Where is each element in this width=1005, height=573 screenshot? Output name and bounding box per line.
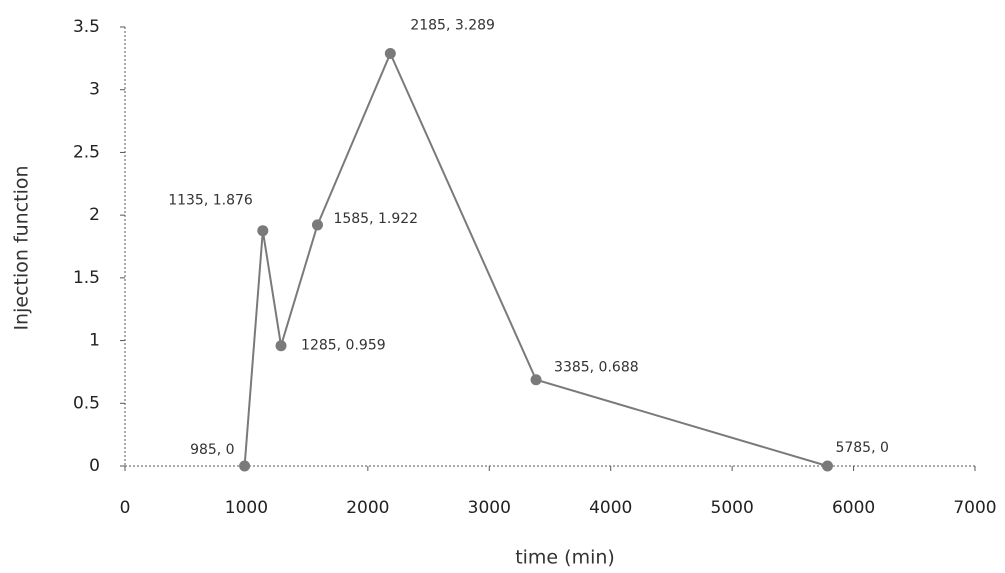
data-label: 985, 0 [190, 442, 235, 458]
y-tick-label: 1 [89, 331, 100, 351]
x-tick-label: 2000 [346, 498, 389, 518]
y-tick-label: 3.5 [73, 17, 100, 37]
x-tick-label: 7000 [953, 498, 996, 518]
y-axis-title: Injection function [11, 165, 33, 330]
x-tick-label: 5000 [711, 498, 754, 518]
data-label: 1285, 0.959 [301, 338, 386, 354]
data-point [312, 219, 323, 230]
x-tick-label: 1000 [225, 498, 268, 518]
data-point [257, 225, 268, 236]
y-tick-label: 0 [89, 456, 100, 476]
data-point [531, 374, 542, 385]
x-tick-label: 6000 [832, 498, 875, 518]
x-axis-title: time (min) [515, 547, 615, 569]
series-line [245, 53, 828, 466]
x-tick-label: 4000 [589, 498, 632, 518]
data-label: 2185, 3.289 [410, 17, 495, 33]
data-label: 1585, 1.922 [333, 211, 418, 227]
data-label: 3385, 0.688 [554, 360, 639, 376]
data-point [276, 340, 287, 351]
y-tick-label: 2 [89, 205, 100, 225]
data-point [822, 461, 833, 472]
y-tick-label: 2.5 [73, 142, 100, 162]
x-tick-label: 3000 [468, 498, 511, 518]
data-point [239, 461, 250, 472]
x-tick-label: 0 [120, 498, 131, 518]
data-label: 1135, 1.876 [168, 193, 253, 209]
y-tick-label: 0.5 [73, 393, 100, 413]
y-tick-label: 1.5 [73, 268, 100, 288]
y-tick-label: 3 [89, 80, 100, 100]
data-label: 5785, 0 [835, 440, 888, 456]
chart: time (min) Injection function 0 0.5 1 1.5 2 2… [0, 0, 1005, 573]
data-point [385, 48, 396, 59]
